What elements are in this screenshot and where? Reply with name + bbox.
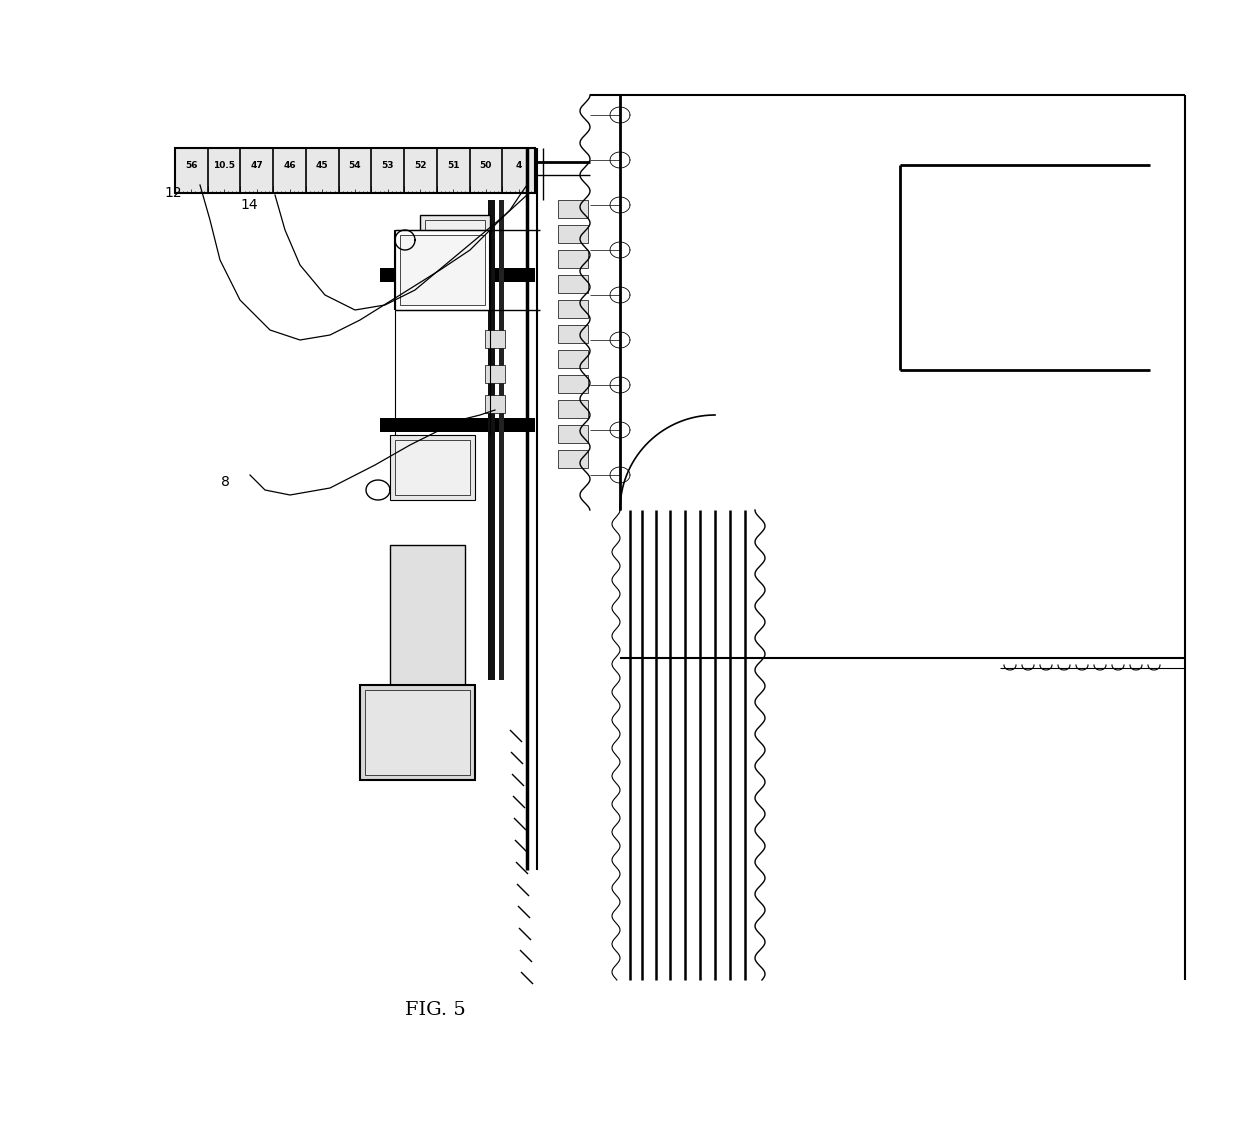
- Bar: [360, 685, 475, 780]
- Text: 45: 45: [316, 161, 329, 170]
- Bar: [175, 147, 534, 193]
- Text: FIG. 5: FIG. 5: [404, 1001, 465, 1020]
- Bar: [558, 375, 588, 393]
- Text: 47: 47: [250, 161, 263, 170]
- Bar: [558, 299, 588, 318]
- Text: 4: 4: [516, 161, 522, 170]
- Text: 8: 8: [221, 475, 229, 489]
- Text: 52: 52: [414, 161, 427, 170]
- Bar: [558, 350, 588, 368]
- Bar: [175, 147, 534, 193]
- Bar: [558, 250, 588, 267]
- Bar: [401, 235, 485, 305]
- Bar: [558, 325, 588, 343]
- Text: 53: 53: [382, 161, 394, 170]
- Bar: [558, 450, 588, 467]
- Bar: [365, 690, 470, 775]
- Bar: [175, 147, 534, 154]
- Bar: [558, 400, 588, 418]
- Bar: [379, 267, 534, 282]
- Text: 12: 12: [165, 186, 182, 200]
- Bar: [558, 275, 588, 293]
- Text: 50: 50: [480, 161, 492, 170]
- Bar: [396, 230, 490, 310]
- Bar: [425, 219, 485, 270]
- Bar: [391, 545, 465, 695]
- Bar: [498, 200, 503, 680]
- Text: 14: 14: [241, 198, 258, 211]
- Bar: [485, 365, 505, 383]
- Text: 51: 51: [446, 161, 460, 170]
- Text: 46: 46: [283, 161, 296, 170]
- Bar: [558, 200, 588, 218]
- Bar: [485, 330, 505, 347]
- Bar: [558, 425, 588, 443]
- Bar: [420, 215, 490, 275]
- Bar: [379, 418, 534, 432]
- Bar: [489, 200, 495, 680]
- Bar: [485, 395, 505, 413]
- Bar: [391, 435, 475, 499]
- Text: 10.5: 10.5: [213, 161, 236, 170]
- Text: 56: 56: [185, 161, 197, 170]
- Bar: [396, 440, 470, 495]
- Bar: [558, 225, 588, 243]
- Text: 54: 54: [348, 161, 361, 170]
